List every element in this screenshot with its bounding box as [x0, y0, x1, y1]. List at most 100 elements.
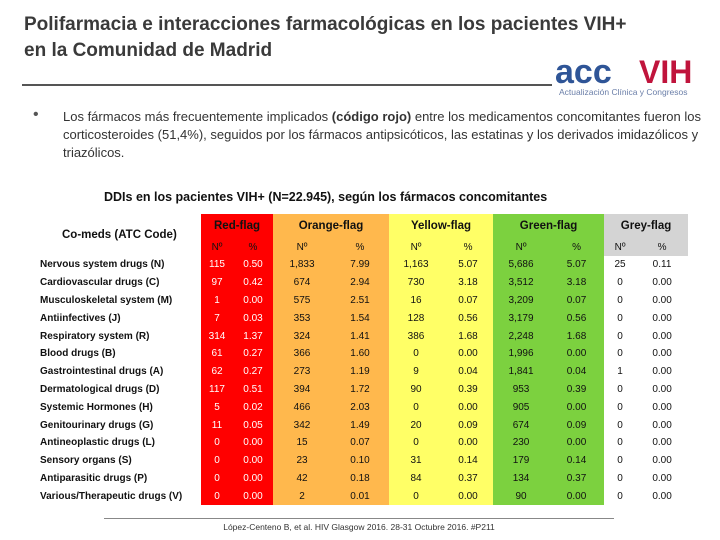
cell-green-pct: 0.00 [549, 487, 605, 506]
cell-green-pct: 0.00 [549, 398, 605, 417]
cell-red-n: 0 [201, 469, 233, 488]
page-title: Polifarmacia e interacciones farmacológi… [24, 12, 704, 64]
cell-green-pct: 0.07 [549, 291, 605, 310]
cell-yellow-n: 0 [389, 344, 444, 363]
table-row: Musculoskeletal system (M) 1 0.00 575 2.51 16… [38, 291, 689, 310]
cell-grey-n: 0 [604, 451, 637, 470]
row-drug-class: Nervous system drugs (N) [38, 256, 201, 274]
subheader-pct: % [549, 238, 605, 256]
title-divider [22, 84, 552, 86]
table-row: Genitourinary drugs (G) 11 0.05 342 1.49 20 0.… [38, 416, 689, 434]
group-header-yellow: Yellow-flag [389, 214, 494, 238]
cell-green-n: 2,248 [493, 327, 550, 345]
cell-yellow-pct: 0.04 [443, 362, 494, 381]
cell-orange-pct: 1.54 [331, 309, 390, 328]
cell-green-n: 3,512 [493, 273, 550, 292]
cell-red-pct: 0.00 [233, 469, 273, 488]
cell-orange-pct: 1.41 [331, 327, 390, 345]
cell-yellow-pct: 0.39 [443, 380, 494, 399]
citation: López-Centeno B, et al. HIV Glasgow 2016… [223, 522, 495, 532]
cell-grey-n: 0 [604, 416, 637, 434]
accvih-logo: acc VIH Actualización Clínica y Congreso… [553, 54, 705, 100]
cell-yellow-pct: 0.09 [443, 416, 494, 434]
row-drug-class: Antiparasitic drugs (P) [38, 469, 201, 488]
cell-grey-pct: 0.00 [636, 344, 689, 363]
cell-green-pct: 5.07 [549, 256, 605, 274]
cell-grey-pct: 0.00 [636, 398, 689, 417]
cell-green-n: 953 [493, 380, 550, 399]
cell-yellow-n: 0 [389, 433, 444, 452]
cell-orange-n: 2 [273, 487, 331, 506]
title-line-2: en la Comunidad de Madrid [24, 40, 273, 61]
cell-red-pct: 0.05 [233, 416, 273, 434]
cell-orange-pct: 1.72 [331, 380, 390, 399]
cell-green-pct: 0.04 [549, 362, 605, 381]
row-drug-class: Systemic Hormones (H) [38, 398, 201, 417]
table-row: Antiparasitic drugs (P) 0 0.00 42 0.18 84 0.37… [38, 469, 689, 488]
cell-yellow-n: 730 [389, 273, 444, 292]
group-header-red: Red-flag [201, 214, 273, 238]
subheader-n: Nº [389, 238, 444, 256]
cell-grey-pct: 0.00 [636, 291, 689, 310]
cell-orange-n: 353 [273, 309, 331, 328]
cell-yellow-n: 128 [389, 309, 444, 328]
cell-red-n: 97 [201, 273, 233, 292]
cell-grey-n: 0 [604, 291, 637, 310]
cell-green-n: 90 [493, 487, 550, 506]
cell-grey-n: 0 [604, 487, 637, 506]
cell-green-pct: 0.39 [549, 380, 605, 399]
subheader-n: Nº [201, 238, 233, 256]
cell-yellow-n: 386 [389, 327, 444, 345]
row-drug-class: Genitourinary drugs (G) [38, 416, 201, 434]
cell-green-n: 3,179 [493, 309, 550, 328]
cell-grey-pct: 0.00 [636, 487, 689, 506]
cell-yellow-pct: 0.00 [443, 344, 494, 363]
table-row: Cardiovascular drugs (C) 97 0.42 674 2.94 730… [38, 273, 689, 292]
cell-green-pct: 1.68 [549, 327, 605, 345]
row-drug-class: Dermatological drugs (D) [38, 380, 201, 399]
subheader-n: Nº [273, 238, 331, 256]
row-drug-class: Gastrointestinal drugs (A) [38, 362, 201, 381]
row-drug-class: Antiinfectives (J) [38, 309, 201, 328]
table-row: Blood drugs (B) 61 0.27 366 1.60 0 0.00 1,996 0.… [38, 344, 689, 363]
cell-orange-n: 394 [273, 380, 331, 399]
cell-yellow-n: 16 [389, 291, 444, 310]
cell-red-n: 11 [201, 416, 233, 434]
cell-green-pct: 0.37 [549, 469, 605, 488]
cell-grey-pct: 0.00 [636, 327, 689, 345]
bullet-text-bold: (código rojo) [331, 109, 412, 124]
table-row: Dermatological drugs (D) 117 0.51 394 1.72 90… [38, 380, 689, 399]
cell-green-n: 674 [493, 416, 550, 434]
row-drug-class: Cardiovascular drugs (C) [38, 273, 201, 292]
subheader-pct: % [233, 238, 273, 256]
cell-orange-pct: 7.99 [331, 256, 390, 274]
cell-red-pct: 0.51 [233, 380, 273, 399]
cell-grey-n: 0 [604, 309, 637, 328]
cell-red-pct: 0.00 [233, 291, 273, 310]
bullet-dot-icon: • [33, 106, 39, 123]
subheader-pct: % [636, 238, 689, 256]
cell-grey-n: 0 [604, 344, 637, 363]
cell-orange-n: 575 [273, 291, 331, 310]
cell-yellow-pct: 0.00 [443, 487, 494, 506]
cell-grey-n: 1 [604, 362, 637, 381]
cell-orange-n: 342 [273, 416, 331, 434]
table-row: Antiinfectives (J) 7 0.03 353 1.54 128 0.56 3,1… [38, 309, 689, 328]
group-header-orange: Orange-flag [273, 214, 390, 238]
cell-green-n: 134 [493, 469, 550, 488]
cell-red-n: 62 [201, 362, 233, 381]
cell-yellow-pct: 0.56 [443, 309, 494, 328]
cell-red-n: 0 [201, 433, 233, 452]
cell-green-n: 3,209 [493, 291, 550, 310]
accvih-logo-graphic: acc VIH [555, 54, 692, 88]
bullet-text-after: entre los medicamentos concomitantes fue… [63, 109, 701, 160]
cell-grey-n: 0 [604, 469, 637, 488]
cell-grey-n: 25 [604, 256, 637, 274]
cell-yellow-pct: 5.07 [443, 256, 494, 274]
cell-red-n: 0 [201, 451, 233, 470]
row-drug-class: Blood drugs (B) [38, 344, 201, 363]
cell-yellow-n: 0 [389, 487, 444, 506]
cell-green-pct: 3.18 [549, 273, 605, 292]
row-drug-class: Antineoplastic drugs (L) [38, 433, 201, 452]
cell-grey-pct: 0.00 [636, 273, 689, 292]
